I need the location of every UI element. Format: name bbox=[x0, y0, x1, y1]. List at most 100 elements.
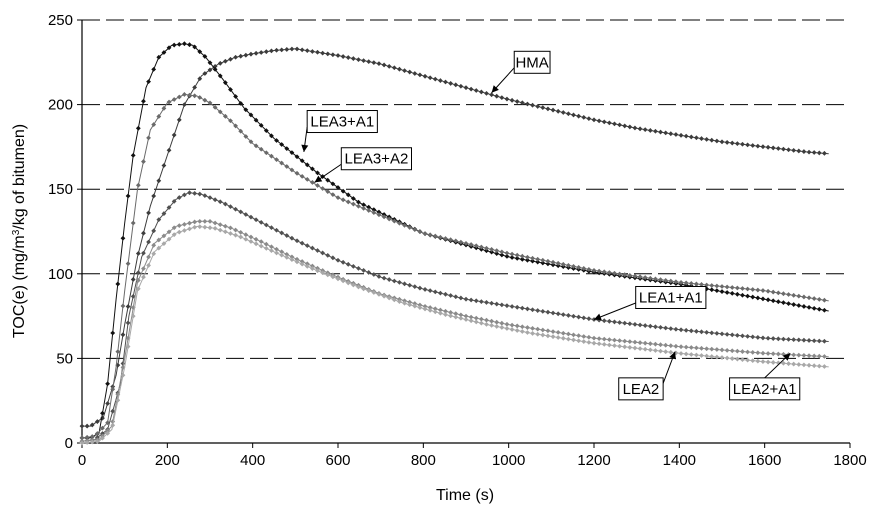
data-point bbox=[453, 314, 459, 320]
data-point bbox=[310, 266, 315, 271]
data-point bbox=[217, 222, 223, 227]
data-point bbox=[207, 100, 213, 106]
data-point bbox=[350, 196, 356, 201]
data-point bbox=[315, 170, 320, 176]
data-point bbox=[514, 328, 520, 333]
data-point bbox=[719, 355, 725, 360]
callout-lea2: LEA2 bbox=[618, 351, 676, 401]
data-point bbox=[724, 290, 730, 295]
data-point bbox=[468, 242, 474, 247]
data-point bbox=[781, 300, 786, 306]
data-point bbox=[673, 326, 679, 332]
data-point bbox=[642, 323, 648, 328]
data-point bbox=[514, 304, 520, 310]
callout-lea3-a2: LEA3+A2 bbox=[314, 147, 412, 183]
data-point bbox=[740, 292, 745, 298]
data-point bbox=[146, 79, 151, 84]
data-point bbox=[627, 272, 633, 278]
data-point bbox=[243, 232, 249, 238]
data-point bbox=[151, 251, 157, 257]
data-point bbox=[448, 310, 454, 315]
data-point bbox=[560, 110, 566, 115]
data-point bbox=[407, 282, 413, 288]
data-point bbox=[688, 281, 694, 286]
data-point bbox=[294, 238, 300, 244]
data-point bbox=[530, 307, 535, 313]
data-point bbox=[622, 320, 628, 326]
data-point bbox=[519, 324, 525, 330]
data-point bbox=[381, 275, 387, 281]
data-point bbox=[166, 236, 172, 242]
data-point bbox=[530, 331, 535, 336]
data-point bbox=[279, 160, 285, 166]
data-point bbox=[606, 270, 612, 275]
data-point bbox=[84, 423, 90, 429]
data-point bbox=[233, 54, 238, 60]
data-point bbox=[453, 238, 459, 244]
data-point bbox=[612, 337, 617, 343]
data-point bbox=[258, 239, 264, 245]
data-point bbox=[566, 331, 571, 337]
data-point bbox=[724, 355, 730, 361]
data-point bbox=[371, 60, 377, 66]
data-point bbox=[284, 254, 290, 260]
data-point bbox=[325, 177, 331, 183]
data-point bbox=[463, 313, 469, 319]
data-point bbox=[478, 320, 484, 326]
data-point bbox=[499, 302, 505, 308]
data-point bbox=[576, 314, 582, 320]
data-point bbox=[141, 159, 146, 164]
data-point bbox=[566, 336, 571, 342]
data-point bbox=[156, 114, 162, 119]
data-point bbox=[438, 78, 443, 83]
data-point bbox=[315, 248, 320, 253]
data-point bbox=[642, 275, 648, 280]
data-point bbox=[704, 286, 710, 292]
data-point bbox=[120, 372, 126, 378]
data-point bbox=[627, 321, 633, 327]
data-point bbox=[781, 336, 786, 342]
data-point bbox=[775, 299, 781, 305]
data-point bbox=[478, 89, 484, 95]
callout-lea3-a1: LEA3+A1 bbox=[301, 110, 378, 153]
data-point bbox=[458, 83, 464, 89]
data-point bbox=[443, 312, 448, 318]
data-point bbox=[683, 327, 689, 333]
data-point bbox=[627, 345, 633, 350]
y-tick-label: 100 bbox=[48, 266, 73, 283]
data-point bbox=[258, 243, 264, 249]
data-point bbox=[304, 263, 310, 269]
data-point bbox=[796, 362, 802, 367]
data-point bbox=[135, 270, 141, 276]
data-point bbox=[105, 381, 110, 387]
data-point bbox=[791, 302, 797, 307]
data-point bbox=[801, 149, 807, 154]
data-point bbox=[197, 49, 203, 55]
data-point bbox=[438, 310, 443, 316]
data-point bbox=[386, 295, 392, 301]
callout-arrowhead bbox=[491, 85, 499, 93]
data-point bbox=[617, 122, 622, 128]
data-point bbox=[407, 69, 413, 75]
data-point bbox=[238, 128, 244, 134]
data-point bbox=[448, 313, 454, 319]
data-point bbox=[724, 347, 730, 353]
data-point bbox=[171, 132, 177, 138]
data-point bbox=[489, 92, 494, 98]
data-point bbox=[668, 278, 674, 284]
data-point bbox=[289, 150, 295, 156]
data-point bbox=[192, 219, 198, 225]
data-point bbox=[683, 344, 689, 350]
data-point bbox=[555, 260, 561, 266]
data-point bbox=[473, 298, 479, 304]
data-point bbox=[381, 214, 387, 220]
data-point bbox=[734, 141, 740, 147]
data-point bbox=[566, 111, 571, 117]
data-point bbox=[146, 263, 151, 268]
data-point bbox=[760, 288, 766, 293]
data-point bbox=[340, 188, 346, 194]
data-point bbox=[545, 328, 551, 334]
data-point bbox=[678, 351, 684, 356]
x-tick-label: 600 bbox=[325, 452, 350, 469]
data-point bbox=[601, 119, 607, 125]
